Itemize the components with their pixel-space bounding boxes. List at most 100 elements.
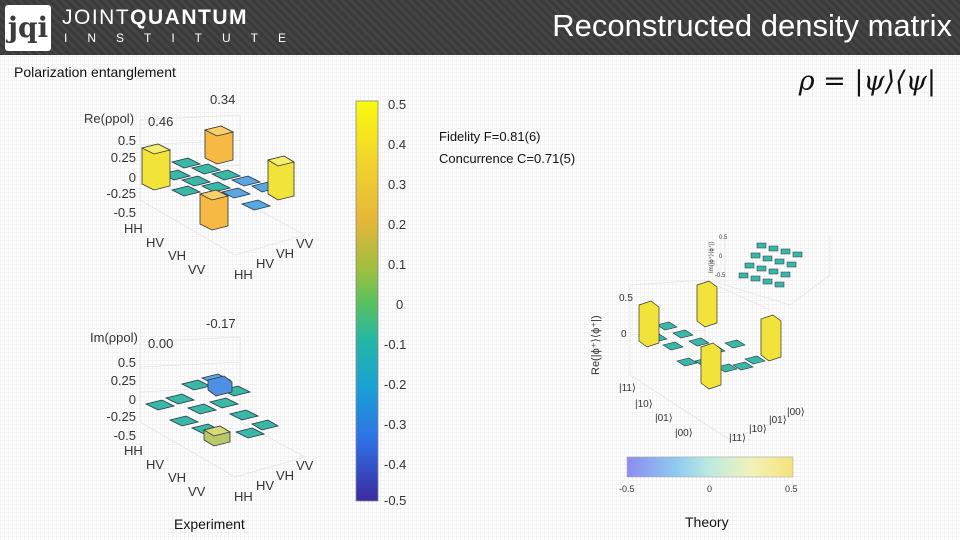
tile [200,181,232,193]
bar-top [198,189,230,201]
tile [168,415,200,427]
x-label: |10⟩ [635,399,653,410]
x-label: HH [124,221,143,236]
cbar-tick: -0.3 [384,417,406,432]
cbar-tick: 0.3 [388,177,406,192]
ztick: 0.25 [111,373,136,388]
real-bars [140,125,296,231]
cbar-tick: -0.2 [384,377,406,392]
theory-colorbar-gradient [626,456,794,478]
x-label: |01⟩ [655,413,673,424]
experiment-colorbar: 0.5 0.4 0.3 0.2 0.1 0 -0.1 -0.2 -0.3 -0.… [355,97,406,507]
cbar-tick: -0.5 [619,484,635,494]
theory-bar [760,314,782,362]
imag-title: Im(ρpol) [90,330,138,345]
cbar-tick: -0.1 [384,337,406,352]
cbar-tick: 0.5 [388,97,406,112]
theory-bars [638,280,782,390]
x-label: HV [146,235,164,250]
cbar-tick: 0.1 [388,257,406,272]
bar-top [266,155,296,167]
logo-joint: JOINT [62,6,131,29]
theory-plot: Im(|ϕ⁺⟩⟨ϕ⁺|) 0.5 0 -0.5 Re(|ϕ⁺⟩⟨ϕ⁺|) 0.5… [590,235,831,494]
slide-title: Reconstructed density matrix [552,8,952,43]
imag-axis-labels: HH HV VH VV HH HV VH VV [124,443,314,504]
y-label: HH [234,489,253,504]
x-label: HH [124,443,143,458]
ztick: -0.25 [106,186,136,201]
metrics-block: Fidelity F=0.81(6) Concurrence C=0.71(5) [439,126,575,170]
logo-quantum: QUANTUM [130,6,248,29]
theory-grid [629,279,806,441]
tile [220,187,252,199]
cbar-tick: 0.4 [388,137,406,152]
theory-axis-labels: |11⟩ |10⟩ |01⟩ |00⟩ |11⟩ |10⟩ |01⟩ |00⟩ [619,383,805,444]
logo-wordmark: JOINTQUANTUM [62,6,248,30]
tile [170,185,202,197]
y-label: |10⟩ [749,424,767,435]
tile [208,397,240,409]
theory-ztick: 0.5 [619,293,633,304]
tile [190,163,222,175]
tile [210,169,242,181]
grid [139,336,306,478]
cbar-tick: -0.5 [384,493,406,507]
tile [250,419,280,431]
imag-annotation-000: 0.00 [148,336,173,351]
real-axis-labels: HH HV VH VV HH HV VH VV [124,221,314,282]
fidelity-text: Fidelity F=0.81(6) [439,129,541,144]
x-label: VV [188,262,206,277]
ztick: 0 [129,170,136,185]
ztick: -0.5 [114,428,136,443]
experiment-real-plot: Re(ρpol) 0.46 0.34 0.5 0.25 0 -0.25 -0.5… [84,92,314,282]
cbar-tick: -0.4 [384,457,406,472]
theory-imag-inset: Im(|ϕ⁺⟩⟨ϕ⁺|) 0.5 0 -0.5 [708,235,831,306]
x-label: VV [188,484,206,499]
experiment-imag-plot: Im(ρpol) 0.00 -0.17 0.5 0.25 0 -0.25 -0.… [90,316,314,504]
theory-caption: Theory [685,514,729,530]
cbar-tick: 0.5 [785,484,798,494]
theory-ztick: 0 [621,329,627,340]
x-label: |00⟩ [675,428,693,439]
theory-title: Re(|ϕ⁺⟩⟨ϕ⁺|) [590,315,602,375]
colorbar-ticks: 0.5 0.4 0.3 0.2 0.1 0 -0.1 -0.2 -0.3 -0.… [384,97,406,507]
ztick: 0.25 [111,150,136,165]
bar-top [203,125,235,137]
tile [144,399,176,411]
y-label: VV [296,236,314,251]
y-label: VH [276,468,294,483]
inset-title: Im(|ϕ⁺⟩⟨ϕ⁺|) [708,241,715,273]
theory-bar [638,300,660,348]
theory-bar [696,280,718,328]
subtitle: Polarization entanglement [14,64,176,80]
imag-bars [202,375,233,447]
concurrence-text: Concurrence C=0.71(5) [439,151,576,166]
y-label: |00⟩ [787,407,805,418]
ztick: 0.5 [118,133,136,148]
x-label: HV [146,457,164,472]
theory-bar [700,342,722,390]
bar-neg [207,375,233,397]
density-formula: ρ = |ψ⟩⟨ψ| [798,66,936,97]
bar-top [202,425,232,437]
y-label: HV [256,478,274,493]
y-label: HH [234,267,253,282]
tile [170,157,202,169]
real-annotation-046: 0.46 [148,114,173,129]
y-label: VH [276,246,294,261]
x-label: VH [168,470,186,485]
real-annotation-034: 0.34 [210,92,235,107]
cbar-tick: 0 [396,297,403,312]
theory-colorbar-ticks: -0.5 0 0.5 [619,484,798,494]
cbar-tick: 0.2 [388,217,406,232]
real-title: Re(ρpol) [84,111,134,126]
y-label: |01⟩ [769,415,787,426]
inset-ztick: 0 [719,254,723,260]
bar-top [140,143,172,155]
jqi-logo-mark: jqi [5,5,51,51]
tile [228,409,260,421]
ztick: -0.25 [106,409,136,424]
x-label: |11⟩ [619,383,636,394]
experiment-caption: Experiment [174,516,245,532]
colorbar-gradient [355,100,379,502]
